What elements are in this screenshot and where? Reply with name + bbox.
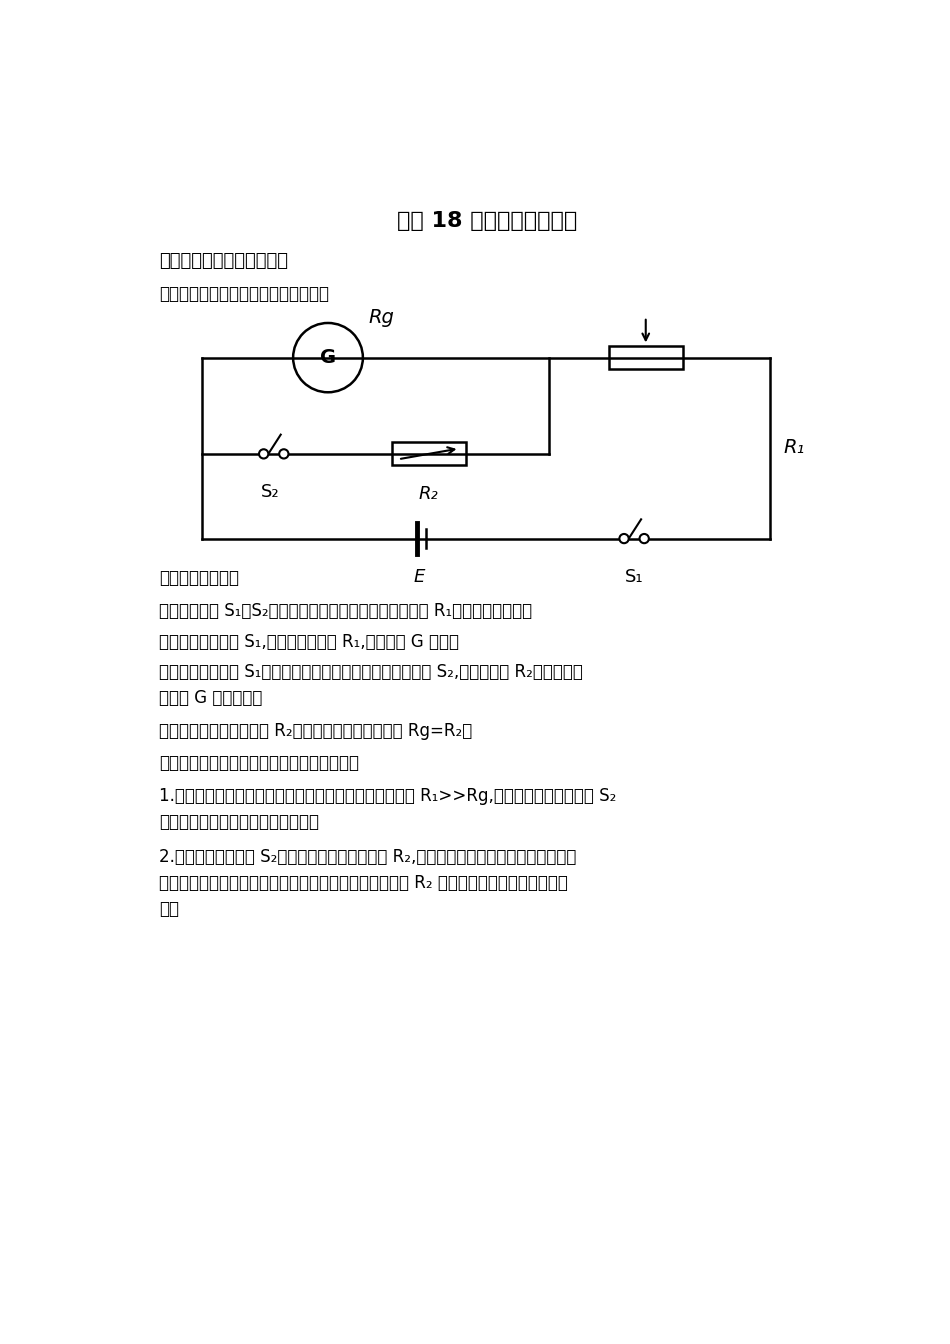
Text: E: E	[414, 567, 426, 586]
Text: 第一步：开关 S₁、S₂断开，连接电路图，并将滑动变阻器 R₁的阻值调到最大。: 第一步：开关 S₁、S₂断开，连接电路图，并将滑动变阻器 R₁的阻值调到最大。	[159, 602, 532, 620]
Text: 专题 18 半偏法电表测内阻: 专题 18 半偏法电表测内阻	[397, 211, 577, 231]
Bar	[609, 347, 682, 370]
Text: 2.但事实上，当开关 S₂闭合后，因为并入了电阻 R₂,这样，整个系统的总的电阻减小。因: 2.但事实上，当开关 S₂闭合后，因为并入了电阻 R₂,这样，整个系统的总的电阻…	[159, 848, 577, 866]
Bar	[392, 442, 466, 465]
Text: S₂: S₂	[260, 482, 279, 501]
Text: 第四步：记下此时电阻箱 R₂的阻值，则电流表的内阻 Rg=R₂。: 第四步：记下此时电阻箱 R₂的阻值，则电流表的内阻 Rg=R₂。	[159, 722, 472, 739]
Text: 电流表 G 示数半偏。: 电流表 G 示数半偏。	[159, 689, 262, 707]
Text: S₁: S₁	[625, 567, 643, 586]
Text: 三、半偏法测电流表的内阻实验系统误差分析: 三、半偏法测电流表的内阻实验系统误差分析	[159, 754, 359, 773]
Text: 闭合前后干路中的总电流是不变的。: 闭合前后干路中的总电流是不变的。	[159, 813, 319, 831]
Text: R₁: R₁	[784, 438, 805, 457]
Text: 一、半偏法测电流表的内阻实验电路图: 一、半偏法测电流表的内阻实验电路图	[159, 285, 329, 302]
Text: 大。: 大。	[159, 900, 179, 918]
Text: 知识点一、测电流表的内阻: 知识点一、测电流表的内阻	[159, 253, 288, 270]
Text: G: G	[320, 348, 336, 367]
Circle shape	[279, 449, 289, 458]
Text: 第二步：闭合开关 S₁,调节滑动变阻器 R₁,使电流表 G 满偏。: 第二步：闭合开关 S₁,调节滑动变阻器 R₁,使电流表 G 满偏。	[159, 633, 459, 650]
Text: R₂: R₂	[419, 485, 439, 503]
Text: 二、实验操作步骤: 二、实验操作步骤	[159, 570, 239, 587]
Text: 1.本实验要求滑动变阻器的阻值远大于电流表的内阻，即 R₁>>Rg,这样就可近似认为开关 S₂: 1.本实验要求滑动变阻器的阻值远大于电流表的内阻，即 R₁>>Rg,这样就可近似…	[159, 786, 617, 805]
Circle shape	[259, 449, 268, 458]
Text: Rg: Rg	[369, 308, 394, 327]
Text: 此，干路中的总电流变大。当电流表半偏时，通过电阻箱 R₂ 的电流比通过电流表的电流要: 此，干路中的总电流变大。当电流表半偏时，通过电阻箱 R₂ 的电流比通过电流表的电…	[159, 875, 568, 892]
Circle shape	[619, 534, 629, 543]
Text: 第三步：保持开关 S₁闭合，保持滑动变阻器不动，闭合开关 S₂,调节电阻箱 R₂的阻值，使: 第三步：保持开关 S₁闭合，保持滑动变阻器不动，闭合开关 S₂,调节电阻箱 R₂…	[159, 664, 583, 681]
Circle shape	[639, 534, 649, 543]
